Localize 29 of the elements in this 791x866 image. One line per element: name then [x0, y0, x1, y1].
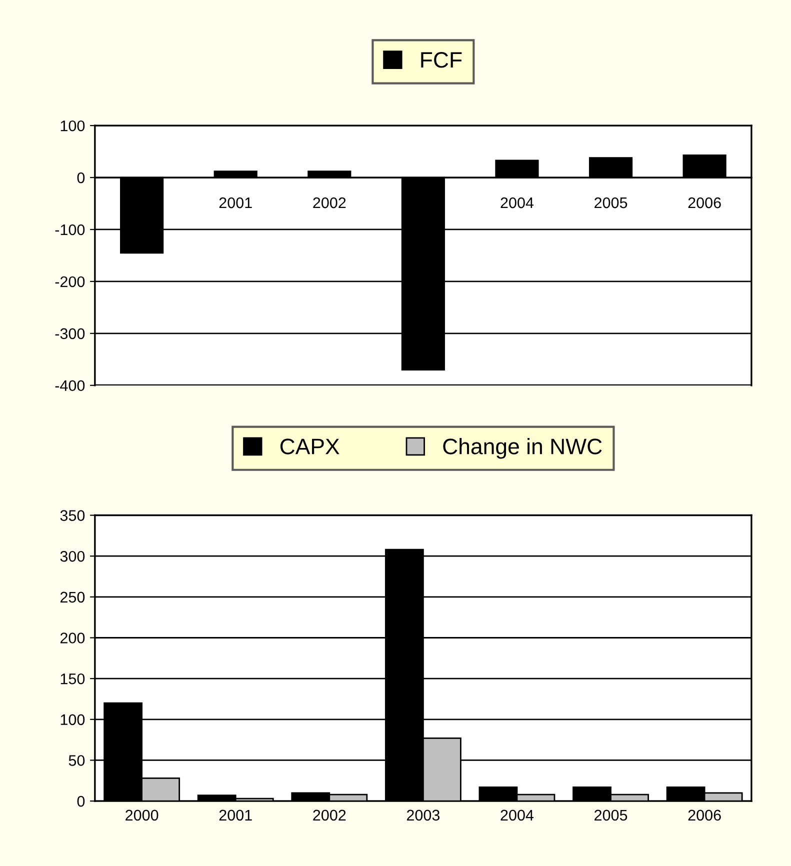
legend-label: FCF	[421, 52, 462, 68]
y-tick-label: 150	[60, 673, 85, 684]
y-tick-label: 50	[68, 755, 85, 766]
y-tick-label: -400	[55, 380, 85, 392]
x-tick-label: 2006	[688, 810, 721, 821]
legend-label: Change in NWC	[443, 438, 602, 459]
y-tick-label: -100	[55, 224, 85, 236]
y-tick-label: 200	[60, 632, 85, 644]
y-tick-label: 100	[60, 714, 85, 726]
y-tick-label: -300	[55, 328, 85, 340]
y-tick-label: 0	[77, 172, 85, 184]
x-tick-label: 2005	[594, 197, 628, 208]
x-tick-label: 2003	[406, 810, 440, 821]
x-tick-label: 2001	[219, 810, 252, 821]
legend-label: CAPX	[280, 438, 340, 454]
y-tick-label: 250	[60, 592, 85, 603]
x-tick-label: 2004	[500, 810, 534, 821]
y-tick-label: 300	[60, 550, 85, 562]
y-tick-label: 350	[60, 510, 85, 521]
x-tick-label: 2000	[126, 810, 158, 821]
x-tick-label: 2001	[219, 197, 252, 208]
y-tick-label: -200	[55, 276, 85, 288]
x-tick-label: 2006	[688, 197, 721, 208]
x-tick-label: 2005	[594, 810, 628, 821]
x-tick-label: 2004	[500, 197, 534, 208]
y-tick-label: 0	[77, 796, 85, 807]
y-tick-label: 100	[60, 120, 85, 132]
x-tick-label: 2002	[313, 197, 346, 208]
x-tick-label: 2002	[313, 810, 346, 821]
